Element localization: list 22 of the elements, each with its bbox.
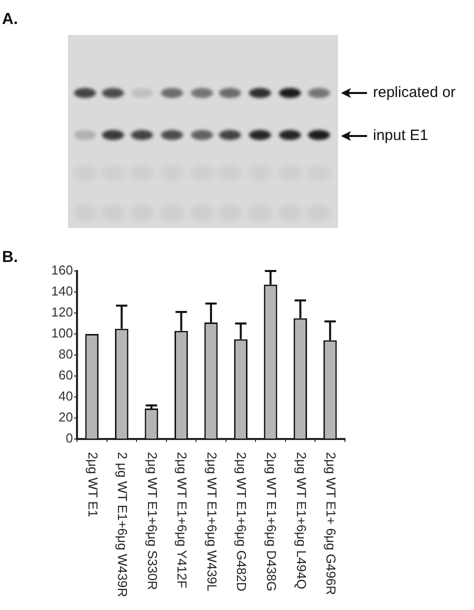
x-tick-label: 2μg WT E1+6μg Y412F xyxy=(174,452,190,588)
text: B. xyxy=(2,249,18,266)
y-tick-label: 140 xyxy=(51,284,73,299)
y-tick-label: 40 xyxy=(58,388,73,404)
y-tick-label: 80 xyxy=(58,346,73,362)
x-tick-label: 2μg WT E1 xyxy=(85,452,100,518)
x-tick-label: 2μg WT E1+6μg G482D xyxy=(234,452,250,592)
x-tick-label: 2μg WT E1+6μg W439L xyxy=(204,452,220,592)
y-tick-label: 160 xyxy=(51,262,73,278)
y-tick-label: 20 xyxy=(58,410,73,425)
y-tick-label: 100 xyxy=(51,326,73,341)
y-tick-label: 120 xyxy=(51,304,73,320)
y-tick-label: 0 xyxy=(66,430,73,446)
text: replicated or xyxy=(373,84,456,101)
text: input E1 xyxy=(373,127,428,144)
x-tick-label: 2μg WT E1+ 6μg G496R xyxy=(324,452,339,596)
x-tick-label: 2μg WT E1+6μg S330R xyxy=(144,452,160,590)
y-tick-label: 60 xyxy=(58,368,73,383)
x-tick-label: 2μg WT E1+6μg D438G xyxy=(264,452,279,592)
text: A. xyxy=(2,11,18,28)
x-tick-label: 2μg WT E1+6μg L494Q xyxy=(294,452,309,590)
x-tick-label: 2 μg WT E1+6μg W439R xyxy=(115,452,130,598)
